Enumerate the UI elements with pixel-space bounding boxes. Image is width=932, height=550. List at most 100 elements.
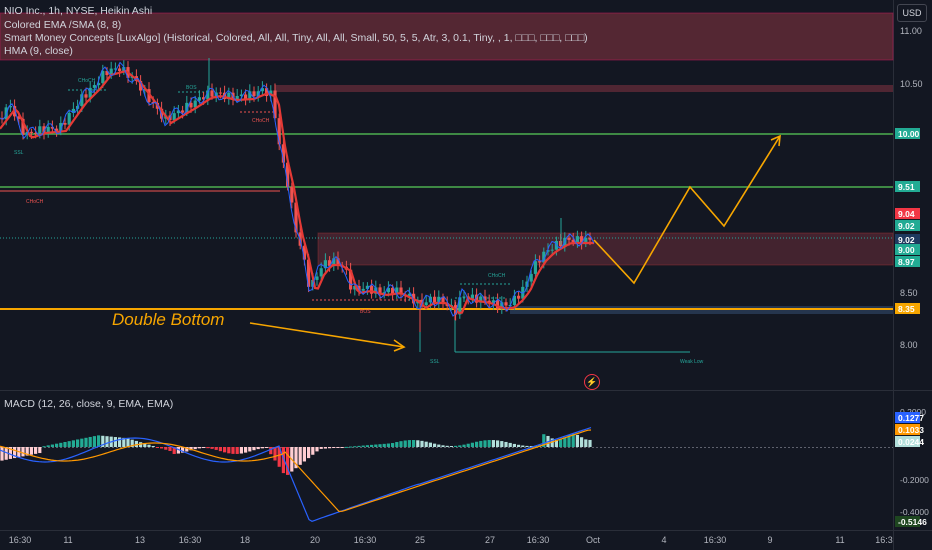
time-tick: 16:30 [354,535,377,545]
candle-body [479,296,483,303]
smc-label: BOS [360,309,371,315]
candle-body [571,239,575,243]
macd-bar [416,440,420,447]
candle-body [584,237,588,244]
macd-bar [420,440,424,447]
indicator-macd-label[interactable]: MACD (12, 26, close, 9, EMA, EMA) [4,398,174,410]
time-axis[interactable]: 16:30 11 13 16:30 18 20 16:30 25 27 16:30 Oct 4 16:3… [9,535,893,545]
indicator-smc-label[interactable]: Smart Money Concepts [LuxAlgo] (Historic… [4,32,588,44]
hma-line [0,61,595,317]
candle-body [332,258,336,266]
candle-body [277,118,281,145]
macd-bar [134,440,138,447]
candle-body [109,68,113,76]
supply-zone-current [317,232,894,266]
candle-body [113,68,117,70]
candle-body [529,273,533,282]
candle-body [256,91,260,97]
candle-body [361,288,365,291]
macd-bar [328,447,332,449]
price-badge-label: 9.02 [898,221,915,231]
price-badge-label: -0.5146 [898,517,927,527]
macd-bar [239,447,243,454]
macd-line [0,427,592,522]
currency-button[interactable]: USD [897,4,927,22]
macd-bar [210,447,214,449]
candle-body [504,302,508,306]
macd-bar [76,439,80,447]
candle-body [210,90,214,97]
macd-bar [370,444,374,447]
macd-bar [21,447,25,457]
macd-bar [197,447,201,449]
macd-bar [67,441,71,447]
candle-body [542,251,546,263]
indicator-ema-label[interactable]: Colored EMA /SMA (8, 8) [4,19,122,31]
macd-bar [571,434,575,447]
macd-bar [563,437,567,447]
candle-body [307,259,311,287]
candle-body [80,94,84,107]
candle-body [441,296,445,303]
macd-bar [84,437,88,447]
candle-body [588,237,592,240]
macd-bar [458,445,462,447]
candle-body [218,92,222,94]
candle-body [235,96,239,100]
macd-bar [428,442,432,447]
price-badge [895,208,920,219]
macd-bar [256,447,260,450]
price-badge-label: 8.97 [898,257,915,267]
candle-body [462,296,466,298]
macd-histogram [0,434,592,475]
candle-body [55,128,59,131]
candle-body [189,102,193,108]
macd-bar [433,443,437,447]
macd-bar [357,445,361,447]
price-badge-label: 9.00 [898,245,915,255]
macd-bar [521,445,525,447]
indicator-hma-label[interactable]: HMA (9, close) [4,45,73,57]
macd-bar [311,447,315,455]
candle-body [181,110,185,113]
candle-body [193,100,197,108]
candle-body [50,126,54,129]
macd-bar [97,435,101,447]
candle-body [391,287,395,295]
macd-bar [80,438,84,447]
price-tick: 8.50 [900,288,918,298]
macd-bar [181,447,185,453]
smc-label: BOS [186,85,197,91]
macd-bar [113,437,117,447]
macd-bar [391,443,395,447]
candle-body [458,297,462,315]
candle-body [370,285,374,294]
time-tick: 16:30 [527,535,550,545]
macd-bar [29,447,33,455]
candle-body [92,85,96,88]
candle-body [105,70,109,76]
candle-body [197,97,201,101]
macd-bar [59,442,63,447]
symbol-title[interactable]: NIO Inc., 1h, NYSE, Heikin Ashi [4,5,153,17]
macd-bar [575,434,579,447]
macd-bar [307,447,311,459]
macd-bar [193,447,197,450]
candle-body [512,295,516,306]
candle-body [88,87,92,98]
candle-body [323,260,327,269]
macd-bar [407,440,411,447]
macd-bar [151,445,155,447]
macd-bar [437,444,441,447]
time-tick: 11 [835,535,844,545]
candle-body [470,294,474,299]
supply-zone-top [0,12,894,61]
macd-bar [315,447,319,452]
macd-bar [466,443,470,447]
macd-bar [483,440,487,447]
price-badge [895,516,920,527]
price-badge [895,412,920,423]
lightning-icon[interactable]: ⚡ [584,374,600,390]
time-tick: 16:30 [9,535,32,545]
